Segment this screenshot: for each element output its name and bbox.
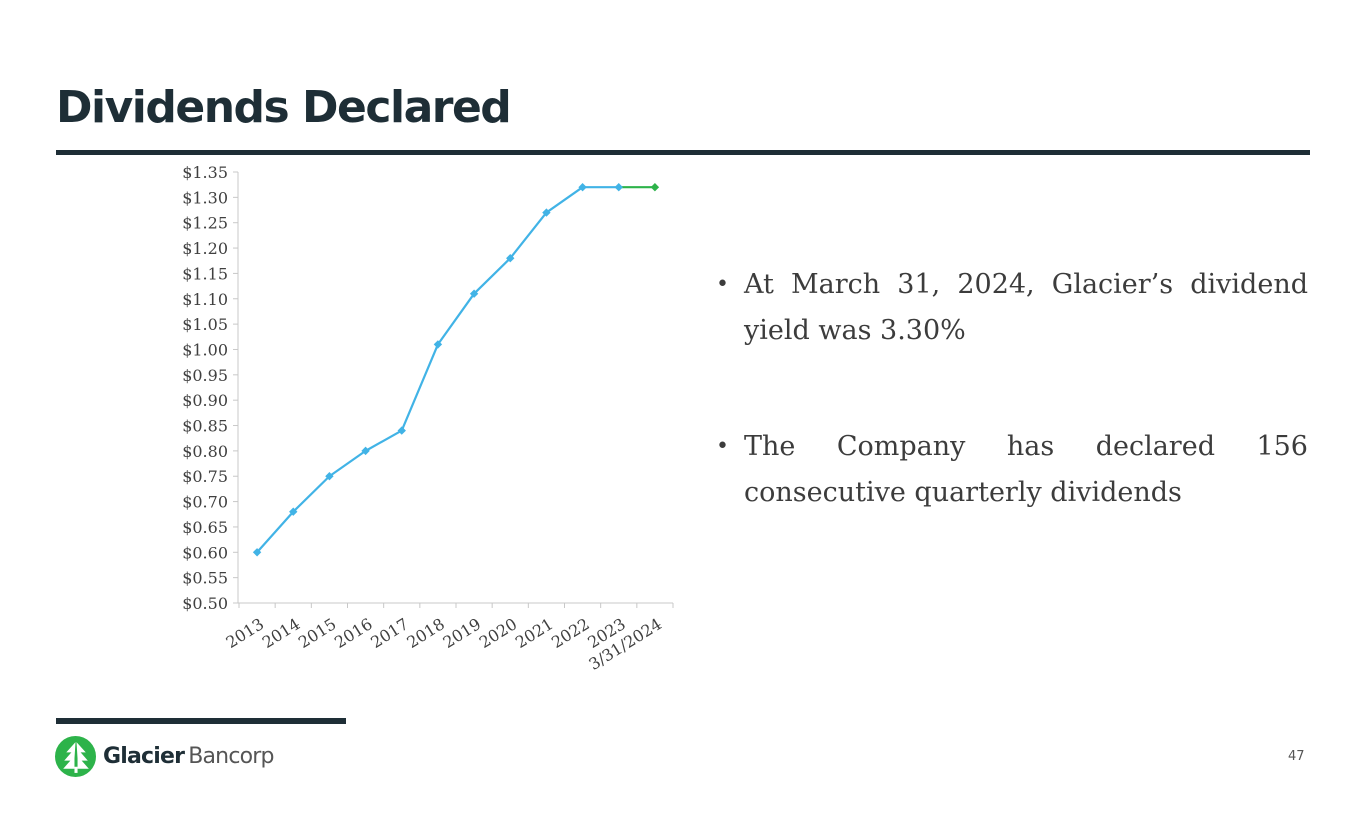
logo-wordmark-bold: Glacier — [103, 744, 185, 769]
logo-wordmark-light: Bancorp — [188, 744, 274, 769]
x-tick-label: 2015 — [295, 614, 340, 652]
logo-wordmark: Glacier Bancorp — [103, 744, 274, 769]
key-points: • At March 31, 2024, Glacier’s dividend … — [716, 262, 1308, 516]
x-tick-label: 2014 — [259, 614, 304, 652]
x-tick-label: 2019 — [440, 614, 485, 652]
y-tick-label: $0.90 — [182, 391, 228, 410]
y-tick-label: $1.10 — [182, 290, 228, 309]
bullet-dot: • — [716, 434, 729, 459]
bullet-consecutive-dividends: • The Company has declared 156 consecuti… — [716, 424, 1308, 516]
footer-divider — [56, 718, 346, 724]
y-tick-label: $0.50 — [182, 594, 228, 613]
y-tick-label: $0.70 — [182, 493, 228, 512]
y-tick-label: $0.75 — [182, 467, 228, 486]
y-tick-label: $1.05 — [182, 315, 228, 334]
data-point-marker — [578, 183, 587, 192]
y-tick-label: $1.20 — [182, 239, 228, 258]
y-tick-label: $1.25 — [182, 214, 228, 233]
x-tick-label: 2013 — [223, 614, 268, 652]
glacier-tree-icon — [55, 736, 96, 777]
x-tick-label: 2017 — [367, 614, 412, 652]
title-divider — [56, 150, 1310, 155]
dividend-series-line — [256, 186, 619, 554]
data-point-marker — [433, 340, 443, 349]
y-tick-label: $0.80 — [182, 442, 228, 461]
data-point-marker — [397, 426, 406, 435]
data-point-marker — [506, 254, 515, 263]
y-tick-label: $0.60 — [182, 543, 228, 562]
y-tick-label: $1.30 — [182, 188, 228, 207]
data-point-marker — [469, 289, 479, 298]
data-point-marker — [614, 183, 623, 192]
bullet-text: At March 31, 2024, Glacier’s dividend yi… — [744, 269, 1308, 346]
glacier-bancorp-logo: Glacier Bancorp — [55, 736, 274, 777]
bullet-dividend-yield: • At March 31, 2024, Glacier’s dividend … — [716, 262, 1308, 354]
y-tick-label: $0.95 — [182, 366, 228, 385]
y-tick-label: $0.55 — [182, 569, 228, 588]
data-point-marker — [542, 208, 551, 217]
x-tick-label: 2020 — [476, 614, 521, 652]
x-tick-label: 2021 — [512, 614, 557, 652]
x-tick-label: 2016 — [331, 614, 376, 652]
x-tick-label: 2018 — [403, 614, 448, 652]
bullet-text: The Company has declared 156 consecutive… — [744, 431, 1308, 508]
data-point-marker — [361, 446, 370, 456]
x-tick-label: 2022 — [548, 614, 593, 652]
data-point-marker — [252, 548, 262, 557]
data-point-marker — [325, 472, 334, 481]
y-tick-label: $0.85 — [182, 417, 228, 436]
data-point-marker — [650, 183, 660, 192]
data-point-marker — [289, 507, 298, 516]
bullet-dot: • — [716, 272, 729, 297]
dividends-line-chart: $0.50 $0.55 $0.60 $0.65 $0.70 $0.75 $0.80 $0.85… — [182, 163, 674, 674]
y-tick-label: $1.35 — [182, 163, 228, 182]
page-number: 47 — [1288, 749, 1305, 764]
y-tick-label: $1.00 — [182, 340, 228, 359]
page-title: Dividends Declared — [56, 82, 512, 133]
y-tick-label: $0.65 — [182, 518, 228, 537]
y-tick-label: $1.15 — [182, 264, 228, 283]
